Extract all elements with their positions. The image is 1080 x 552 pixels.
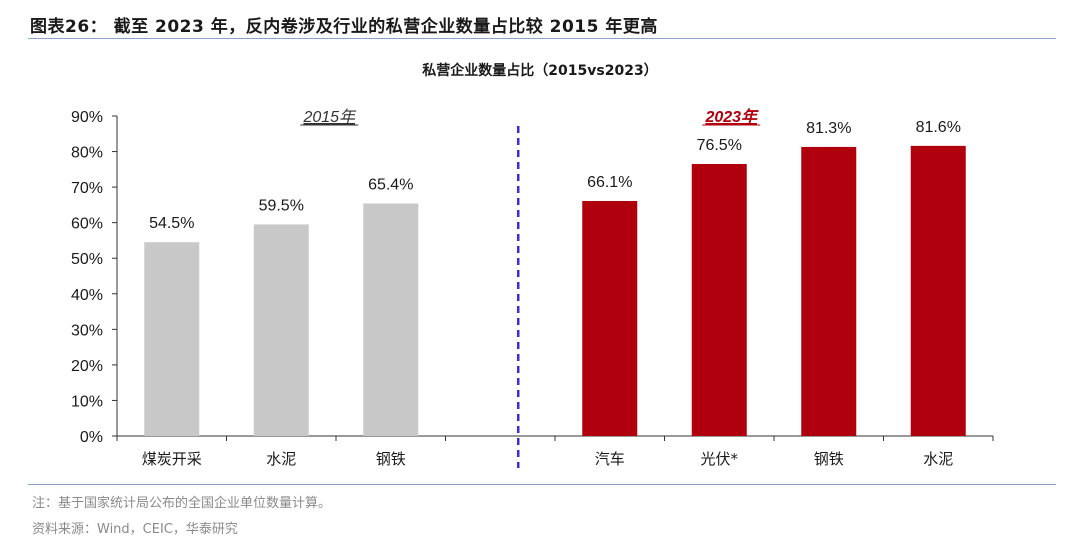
y-tick-label: 50% xyxy=(71,251,103,268)
y-tick-label: 80% xyxy=(71,145,103,162)
x-category-label: 水泥 xyxy=(923,450,953,468)
y-tick-label: 0% xyxy=(80,429,103,446)
footer-divider xyxy=(28,484,1056,485)
y-tick-label: 20% xyxy=(71,358,103,375)
chart-note: 注：基于国家统计局公布的全国企业单位数量计算。 xyxy=(32,496,332,511)
bar-2023 xyxy=(691,164,747,436)
figure-header: 图表26： 截至 2023 年，反内卷涉及行业的私营企业数量占比较 2015 年… xyxy=(28,6,1056,39)
chart-title: 私营企业数量占比（2015vs2023） xyxy=(422,63,658,79)
data-label: 54.5% xyxy=(149,215,194,232)
y-tick-label: 90% xyxy=(71,109,103,126)
x-category-label: 汽车 xyxy=(595,450,625,468)
data-label: 65.4% xyxy=(368,176,413,193)
bar-2015 xyxy=(363,203,419,436)
x-category-label: 钢铁 xyxy=(376,450,406,468)
bar-2015 xyxy=(253,224,309,436)
group-label: 2015年 xyxy=(302,108,357,126)
data-label: 59.5% xyxy=(259,197,304,214)
figure-title: 图表26： 截至 2023 年，反内卷涉及行业的私营企业数量占比较 2015 年… xyxy=(30,17,658,37)
x-category-label: 水泥 xyxy=(266,450,296,468)
y-tick-label: 40% xyxy=(71,287,103,304)
bar-chart: 0% 10% 20% 30% 40% 50% 60% 70% 80% 90% 54.5% 煤炭开采 59… xyxy=(71,108,994,468)
data-label: 76.5% xyxy=(697,137,742,154)
x-category-label: 煤炭开采 xyxy=(142,450,202,468)
chart-source: 资料来源：Wind，CEIC，华泰研究 xyxy=(32,522,238,537)
bar-2023 xyxy=(910,145,966,436)
y-tick-label: 30% xyxy=(71,322,103,339)
bar-2023 xyxy=(801,146,857,436)
bar-2015 xyxy=(144,242,200,436)
data-label: 66.1% xyxy=(587,174,632,191)
y-tick-label: 10% xyxy=(71,393,103,410)
y-tick-label: 60% xyxy=(71,216,103,233)
x-category-label: 钢铁 xyxy=(814,450,844,468)
group-label: 2023年 xyxy=(704,108,759,126)
bar-2023 xyxy=(582,200,638,436)
x-category-label: 光伏* xyxy=(700,450,738,468)
data-label: 81.6% xyxy=(916,119,961,136)
data-label: 81.3% xyxy=(806,120,851,137)
y-tick-label: 70% xyxy=(71,180,103,197)
